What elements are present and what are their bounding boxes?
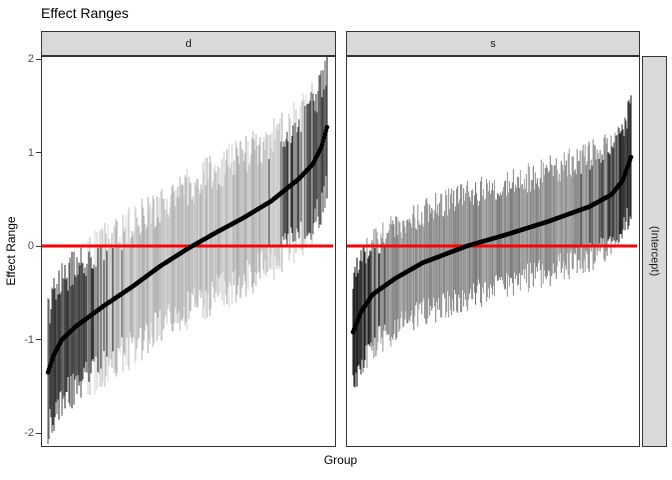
- facet-strip-intercept: (Intercept): [642, 56, 667, 447]
- y-tick-mark: [36, 152, 41, 153]
- panel-d-plot: [42, 57, 333, 444]
- facet-strip-s-label: s: [490, 37, 496, 50]
- x-axis-title: Group: [323, 453, 358, 467]
- y-tick-label: -2: [24, 427, 34, 439]
- y-tick-label: 2: [27, 53, 34, 65]
- y-axis-title: Effect Range: [4, 216, 18, 286]
- plot-title: Effect Ranges: [41, 5, 129, 21]
- facet-strip-d: d: [41, 31, 336, 56]
- panel-s-plot: [347, 95, 637, 388]
- y-tick-mark: [36, 339, 41, 340]
- panel-d: [41, 56, 336, 447]
- y-tick-label: -1: [24, 333, 34, 346]
- facet-strip-intercept-label: (Intercept): [648, 226, 661, 277]
- y-tick-label: 1: [27, 146, 34, 159]
- y-tick-label: 0: [27, 240, 34, 252]
- y-tick-mark: [36, 432, 41, 434]
- facet-strip-d-label: d: [185, 37, 192, 50]
- y-tick-mark: [36, 58, 41, 60]
- y-tick-mark: [36, 245, 41, 247]
- facet-strip-s: s: [346, 31, 640, 56]
- panel-s: [346, 56, 640, 447]
